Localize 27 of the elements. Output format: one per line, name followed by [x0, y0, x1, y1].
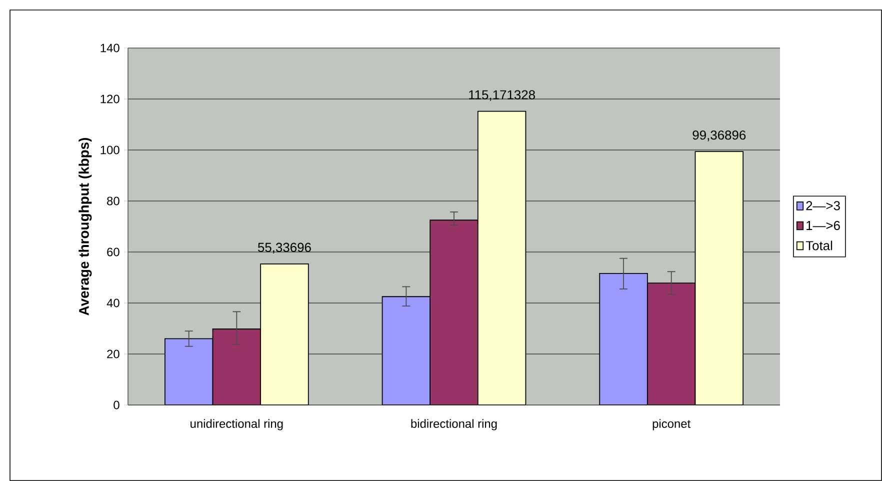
y-tick-label: 60 [107, 248, 120, 256]
bar [430, 220, 478, 405]
x-tick-label: unidirectional ring [190, 419, 283, 430]
x-tick-label: piconet [652, 419, 691, 430]
bar [646, 282, 696, 405]
data-label: 55,33696 [258, 242, 311, 254]
data-label: 99,36896 [692, 130, 746, 142]
bar [164, 338, 214, 405]
bar [599, 272, 648, 405]
y-tick-label: 0 [114, 400, 120, 410]
bar [694, 151, 744, 405]
y-tick-label: 120 [100, 94, 120, 104]
y-tick-label: 80 [107, 196, 120, 206]
bar [212, 328, 262, 405]
y-tick-label: 140 [100, 44, 120, 52]
bar [477, 110, 526, 405]
y-tick-label: 20 [107, 350, 120, 358]
legend-label: Total [806, 240, 832, 250]
legend-label: 2—>3 [806, 201, 840, 210]
y-tick-label: 100 [100, 146, 120, 154]
data-label: 115,171328 [469, 90, 535, 101]
y-axis-title: Average throughput (kbps) [78, 138, 92, 316]
y-tick-label: 40 [106, 298, 120, 308]
x-tick-label: bidirectional ring [411, 419, 497, 430]
bar [382, 296, 431, 405]
bar [260, 263, 309, 405]
legend-label: 1—>6 [806, 220, 840, 230]
